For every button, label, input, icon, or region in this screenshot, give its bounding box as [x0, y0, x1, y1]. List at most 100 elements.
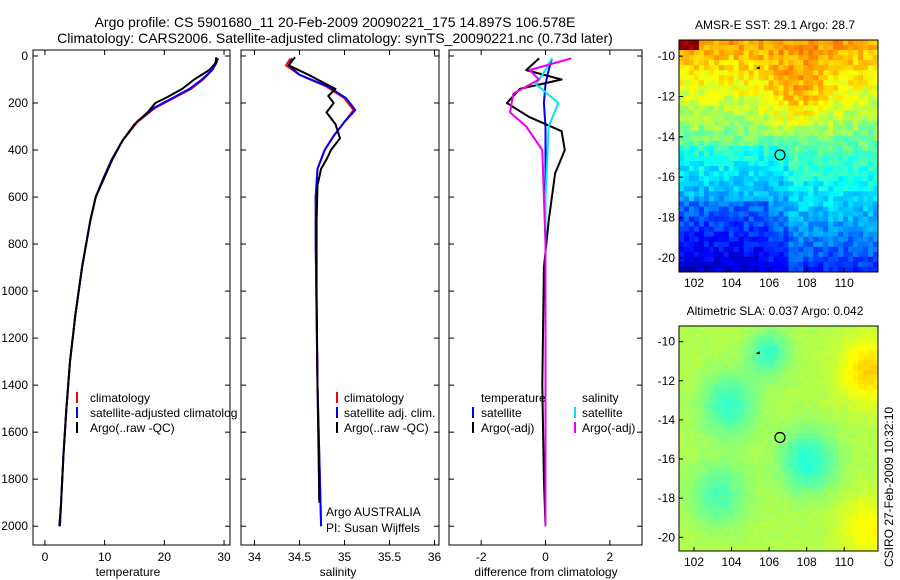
heatmap-cell: [858, 326, 864, 332]
heatmap-cell: [833, 541, 839, 547]
heatmap-cell: [738, 330, 745, 337]
heatmap-cell: [703, 365, 710, 371]
heatmap-cell: [763, 443, 769, 449]
heatmap-cell: [758, 236, 764, 243]
heatmap-cell: [758, 110, 764, 117]
heatmap-cell: [723, 206, 730, 212]
heatmap-cell: [723, 120, 730, 127]
heatmap-cell: [813, 261, 819, 268]
heatmap-cell: [713, 546, 720, 552]
heatmap-cell: [753, 140, 760, 147]
heatmap-cell: [773, 546, 779, 552]
heatmap-cell: [863, 409, 869, 415]
heatmap-cell: [838, 216, 844, 222]
heatmap-cell: [818, 135, 824, 142]
heatmap-cell: [803, 80, 809, 86]
heatmap-cell: [873, 186, 879, 192]
heatmap-cell: [743, 211, 750, 217]
heatmap-cell: [798, 241, 804, 248]
heatmap-cell: [813, 216, 819, 222]
heatmap-cell: [713, 414, 720, 420]
heatmap-cell: [823, 487, 829, 493]
heatmap-cell: [728, 487, 735, 493]
heatmap-cell: [838, 125, 844, 132]
heatmap-cell: [818, 70, 824, 76]
heatmap-cell: [798, 404, 804, 410]
heatmap-cell: [808, 404, 814, 410]
heatmap-cell: [818, 236, 824, 243]
heatmap-cell: [748, 453, 755, 459]
heatmap-cell: [738, 438, 745, 444]
heatmap-cell: [733, 211, 740, 217]
heatmap-cell: [693, 80, 700, 86]
heatmap-cell: [679, 389, 685, 395]
heatmap-cell: [683, 414, 690, 420]
heatmap-cell: [853, 497, 859, 503]
x-tick-label: 110: [835, 555, 854, 569]
heatmap-cell: [723, 453, 730, 459]
heatmap-cell: [783, 394, 789, 400]
heatmap-cell: [703, 428, 710, 435]
heatmap-cell: [868, 516, 874, 523]
heatmap-cell: [773, 150, 779, 157]
heatmap-cell: [728, 90, 735, 96]
heatmap-cell: [703, 161, 710, 167]
heatmap-cell: [808, 330, 814, 337]
heatmap-cell: [818, 231, 824, 238]
heatmap-cell: [788, 100, 794, 106]
heatmap-cell: [848, 60, 854, 66]
heatmap-cell: [783, 221, 789, 228]
heatmap-cell: [858, 492, 864, 498]
heatmap-cell: [798, 482, 804, 488]
heatmap-cell: [753, 216, 760, 222]
heatmap-cell: [758, 95, 764, 101]
heatmap-cell: [858, 350, 864, 356]
heatmap-cell: [738, 100, 745, 106]
heatmap-cell: [679, 462, 685, 469]
heatmap-cell: [728, 115, 735, 122]
heatmap-cell: [698, 201, 705, 207]
heatmap-cell: [868, 340, 874, 346]
heatmap-cell: [683, 156, 690, 162]
heatmap-cell: [768, 191, 774, 197]
heatmap-cell: [753, 374, 760, 381]
heatmap-cell: [828, 110, 834, 117]
heatmap-cell: [848, 516, 854, 523]
heatmap-cell: [743, 497, 750, 503]
heatmap-cell: [758, 497, 764, 503]
heatmap-cell: [713, 502, 720, 508]
heatmap-cell: [758, 482, 764, 488]
heatmap-cell: [733, 171, 740, 177]
heatmap-cell: [813, 191, 819, 197]
heatmap-cell: [798, 497, 804, 503]
heatmap-cell: [813, 120, 819, 127]
heatmap-cell: [788, 216, 794, 222]
heatmap-cell: [723, 335, 730, 342]
heatmap-cell: [808, 506, 814, 513]
y-tick-label: -16: [658, 170, 676, 184]
heatmap-cell: [728, 130, 735, 137]
heatmap-cell: [728, 414, 735, 420]
heatmap-cell: [818, 502, 824, 508]
heatmap-cell: [763, 181, 769, 187]
heatmap-cell: [803, 526, 809, 532]
heatmap-cell: [863, 428, 869, 435]
heatmap-cell: [748, 506, 755, 513]
heatmap-cell: [793, 399, 799, 405]
heatmap-cell: [758, 365, 764, 371]
heatmap-cell: [743, 511, 750, 518]
heatmap-cell: [823, 350, 829, 356]
heatmap-cell: [813, 340, 819, 346]
heatmap-cell: [768, 221, 774, 228]
heatmap-cell: [778, 186, 784, 192]
heatmap-cell: [713, 477, 720, 483]
heatmap-cell: [838, 161, 844, 167]
heatmap-cell: [758, 541, 764, 547]
heatmap-cell: [683, 100, 690, 106]
heatmap-cell: [858, 60, 864, 66]
heatmap-cell: [838, 70, 844, 76]
heatmap-cell: [743, 161, 750, 167]
heatmap-cell: [818, 511, 824, 518]
heatmap-cell: [758, 526, 764, 532]
heatmap-cell: [723, 236, 730, 243]
